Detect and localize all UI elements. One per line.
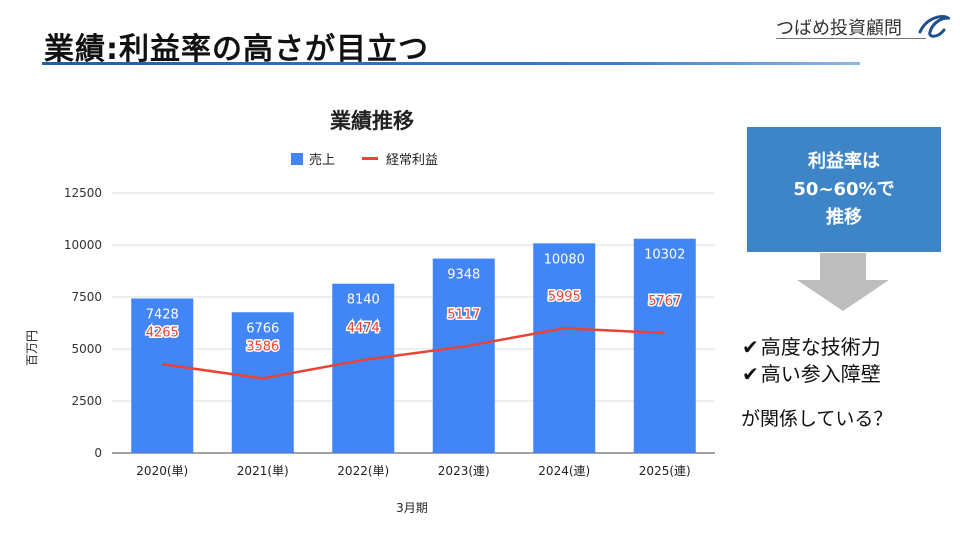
x-tick-label: 2020(単) xyxy=(136,464,188,478)
legend-swatch-sales xyxy=(291,153,303,165)
profit-value-label: 4265 xyxy=(146,325,179,340)
y-tick-label: 10000 xyxy=(64,238,102,252)
profit-value-label: 5767 xyxy=(648,294,681,309)
sales-value-label: 10080 xyxy=(544,252,585,267)
sales-value-label: 8140 xyxy=(347,293,380,308)
y-tick-label: 0 xyxy=(94,446,102,460)
y-tick-label: 7500 xyxy=(71,290,102,304)
legend-label-sales: 売上 xyxy=(309,152,335,168)
reason-text: 高い参入障壁 xyxy=(760,362,881,386)
reason-text: 高度な技術力 xyxy=(760,335,881,359)
reason-item: ✔ 高度な技術力 xyxy=(742,334,881,361)
profit-value-label: 3586 xyxy=(246,339,279,354)
callout-line-1: 利益率は xyxy=(808,150,880,172)
profit-value-label: 5995 xyxy=(548,289,581,304)
title-underline xyxy=(42,62,860,65)
sales-bar xyxy=(633,238,696,453)
swallow-logo-icon xyxy=(918,15,950,38)
logo-underline xyxy=(776,38,926,39)
conclusion-text: が関係している？ xyxy=(741,408,893,430)
y-tick-label: 12500 xyxy=(64,186,102,200)
sales-bar xyxy=(432,258,495,453)
legend-swatch-profit xyxy=(362,157,378,160)
reason-list: ✔ 高度な技術力 ✔ 高い参入障壁 xyxy=(742,334,881,388)
company-logo: つばめ投資顧問 xyxy=(776,8,951,44)
reason-item: ✔ 高い参入障壁 xyxy=(742,361,881,388)
profit-margin-callout: 利益率は 50~60%で 推移 xyxy=(747,127,941,252)
checkmark-icon: ✔ xyxy=(742,362,759,386)
sales-value-label: 10302 xyxy=(644,248,685,263)
chart-title: 業績推移 xyxy=(330,109,414,133)
logo-text: つばめ投資顧問 xyxy=(776,18,902,39)
page-title: 業績:利益率の高さが目立つ xyxy=(44,32,429,67)
performance-chart: 業績推移 売上 経常利益 0 2500 5000 7500 10000 12500 742… xyxy=(25,109,715,515)
chart-legend: 売上 経常利益 xyxy=(291,152,438,168)
x-tick-label: 2021(単) xyxy=(237,464,289,478)
profit-line xyxy=(162,327,665,380)
sales-bar xyxy=(231,312,294,453)
x-tick-label: 2022(単) xyxy=(337,464,389,478)
sales-value-label: 9348 xyxy=(447,268,480,283)
callout-line-2: 50~60%で xyxy=(793,178,895,200)
x-tick-label: 2025(連) xyxy=(639,464,691,478)
down-arrow-icon xyxy=(797,253,889,311)
x-axis-label: 3月期 xyxy=(396,501,428,515)
sales-bar xyxy=(131,298,194,453)
profit-value-label: 4474 xyxy=(347,321,380,336)
sales-bar xyxy=(533,243,596,453)
x-tick-label: 2023(連) xyxy=(438,464,490,478)
y-tick-label: 2500 xyxy=(71,394,102,408)
callout-line-3: 推移 xyxy=(826,206,862,228)
checkmark-icon: ✔ xyxy=(742,335,759,359)
y-tick-label: 5000 xyxy=(71,342,102,356)
sales-value-label: 7428 xyxy=(146,307,179,322)
y-axis-label: 百万円 xyxy=(25,330,39,366)
sales-value-label: 6766 xyxy=(246,321,279,336)
x-tick-label: 2024(連) xyxy=(538,464,590,478)
sales-bar xyxy=(332,283,395,453)
legend-label-profit: 経常利益 xyxy=(386,153,438,168)
profit-value-label: 5117 xyxy=(447,308,480,323)
